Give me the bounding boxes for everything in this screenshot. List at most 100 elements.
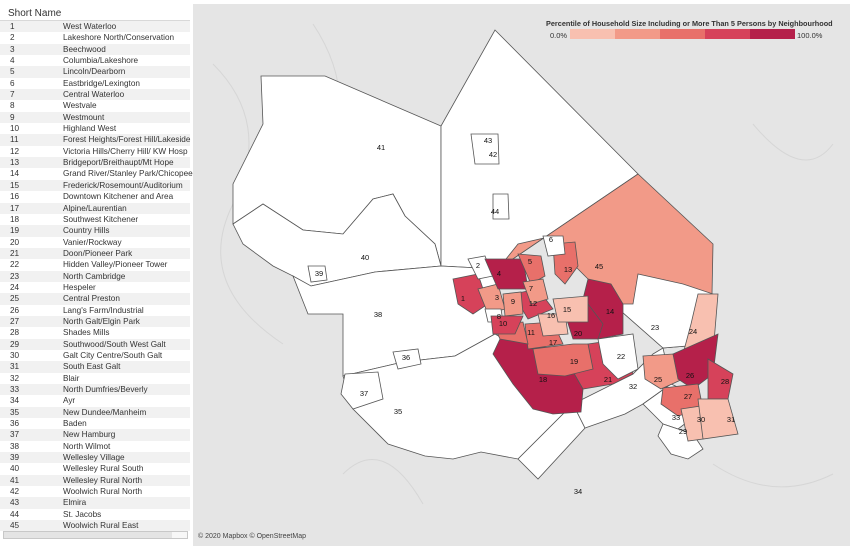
row-short-name: Highland West <box>63 124 117 134</box>
row-short-name: Vanier/Rockway <box>63 237 122 247</box>
table-row[interactable]: 35 New Dundee/Manheim <box>0 406 190 419</box>
neighbourhood-44-region[interactable] <box>492 193 510 220</box>
table-row[interactable]: 44 St. Jacobs <box>0 509 190 520</box>
neighbourhood-10-region[interactable] <box>490 315 524 335</box>
table-row[interactable]: 10 Highland West <box>0 123 190 134</box>
row-short-name: Central Preston <box>63 294 120 304</box>
table-row[interactable]: 40 Wellesley Rural South <box>0 463 190 474</box>
table-row[interactable]: 23 North Cambridge <box>0 270 190 282</box>
row-short-name: Downtown Kitchener and Area <box>63 192 174 202</box>
table-row[interactable]: 37 New Hamburg <box>0 429 190 441</box>
neighbourhood-15-region[interactable] <box>552 295 589 323</box>
row-short-name: North Galt/Elgin Park <box>63 316 140 326</box>
map-attribution[interactable]: © 2020 Mapbox © OpenStreetMap <box>198 533 306 540</box>
table-row[interactable]: 16 Downtown Kitchener and Area <box>0 191 190 202</box>
neighbourhood-6-region[interactable] <box>542 235 566 257</box>
table-row[interactable]: 14 Grand River/Stanley Park/Chicopee <box>0 168 193 179</box>
table-row[interactable]: 25 Central Preston <box>0 293 190 305</box>
table-row[interactable]: 42 Woolwich Rural North <box>0 486 190 497</box>
neighbourhood-7-region[interactable] <box>522 278 549 305</box>
row-number: 5 <box>10 67 15 77</box>
neighbourhood-22-region[interactable] <box>597 333 639 380</box>
table-row[interactable]: 2 Lakeshore North/Conservation <box>0 32 190 43</box>
neighbourhood-25-region[interactable] <box>642 353 684 390</box>
table-row[interactable]: 9 Westmount <box>0 111 190 124</box>
table-row[interactable]: 4 Columbia/Lakeshore <box>0 55 190 66</box>
neighbourhood-42-region[interactable] <box>470 133 500 165</box>
row-short-name: Columbia/Lakeshore <box>63 56 139 66</box>
table-row[interactable]: 12 Victoria Hills/Cherry Hill/ KW Hosp <box>0 146 190 157</box>
row-short-name: Alpine/Laurentian <box>63 203 127 213</box>
row-short-name: Forest Heights/Forest Hill/Lakeside <box>63 135 191 145</box>
table-row[interactable]: 3 Beechwood <box>0 43 190 56</box>
table-row[interactable]: 29 Southwood/South West Galt <box>0 338 190 350</box>
table-row[interactable]: 38 North Wilmot <box>0 441 190 452</box>
table-row[interactable]: 6 Eastbridge/Lexington <box>0 78 190 89</box>
table-header[interactable]: Short Name <box>8 8 62 19</box>
table-row[interactable]: 1 West Waterloo <box>0 21 190 33</box>
table-row[interactable]: 33 North Dumfries/Beverly <box>0 384 190 396</box>
neighbourhood-label: 18 <box>539 375 547 384</box>
table-row[interactable]: 34 Ayr <box>0 395 190 406</box>
neighbourhood-37-region[interactable] <box>340 371 384 410</box>
legend-max-label: 100.0% <box>797 31 823 40</box>
neighbourhood-39-region[interactable] <box>307 265 328 283</box>
neighbourhood-label: 21 <box>604 375 612 384</box>
neighbourhood-1-region[interactable] <box>452 273 489 315</box>
table-row[interactable]: 8 Westvale <box>0 100 190 111</box>
row-number: 17 <box>10 203 20 213</box>
table-row[interactable]: 22 Hidden Valley/Pioneer Tower <box>0 259 190 270</box>
table-row[interactable]: 32 Blair <box>0 373 190 384</box>
table-row[interactable]: 31 South East Galt <box>0 361 190 373</box>
horizontal-scrollbar[interactable] <box>3 531 188 539</box>
table-row[interactable]: 13 Bridgeport/Breithaupt/Mt Hope <box>0 157 190 169</box>
neighbourhood-19-region[interactable] <box>532 343 594 377</box>
neighbourhood-23-region[interactable] <box>611 273 714 349</box>
row-number: 25 <box>10 294 20 304</box>
row-short-name: New Dundee/Manheim <box>63 407 147 417</box>
neighbourhood-9-region[interactable] <box>502 291 524 317</box>
row-short-name: Doon/Pioneer Park <box>63 248 133 258</box>
row-short-name: Elmira <box>63 498 87 508</box>
row-number: 27 <box>10 316 20 326</box>
row-number: 2 <box>10 33 15 43</box>
table-row[interactable]: 5 Lincoln/Dearborn <box>0 66 190 78</box>
neighbourhood-label: 35 <box>394 407 402 416</box>
neighbourhood-label: 34 <box>574 487 582 496</box>
table-row[interactable]: 20 Vanier/Rockway <box>0 237 190 248</box>
table-row[interactable]: 21 Doon/Pioneer Park <box>0 247 190 260</box>
table-row[interactable]: 19 Country Hills <box>0 225 190 237</box>
neighbourhood-5-region[interactable] <box>517 253 546 285</box>
row-short-name: Frederick/Rosemount/Auditorium <box>63 180 183 190</box>
table-row[interactable]: 18 Southwest Kitchener <box>0 214 190 225</box>
table-row[interactable]: 27 North Galt/Elgin Park <box>0 315 190 328</box>
neighbourhood-label: 45 <box>595 262 603 271</box>
table-row[interactable]: 28 Shades Mills <box>0 327 190 338</box>
table-row[interactable]: 41 Wellesley Rural North <box>0 474 190 487</box>
table-row[interactable]: 39 Wellesley Village <box>0 452 190 464</box>
table-row[interactable]: 30 Galt City Centre/South Galt <box>0 350 190 361</box>
table-row[interactable]: 45 Woolwich Rural East <box>0 520 190 532</box>
table-row[interactable]: 26 Lang's Farm/Industrial <box>0 305 190 316</box>
row-short-name: Country Hills <box>63 226 110 236</box>
table-row[interactable]: 11 Forest Heights/Forest Hill/Lakeside <box>0 134 191 146</box>
table-row[interactable]: 7 Central Waterloo <box>0 89 190 101</box>
neighbourhood-26-region[interactable] <box>672 333 719 390</box>
table-row[interactable]: 36 Baden <box>0 418 190 429</box>
table-row[interactable]: 17 Alpine/Laurentian <box>0 202 190 214</box>
scrollbar-thumb[interactable] <box>4 532 172 538</box>
neighbourhood-label: 23 <box>651 323 659 332</box>
table-row[interactable]: 24 Hespeler <box>0 282 190 293</box>
row-short-name: Woolwich Rural North <box>63 487 143 497</box>
neighbourhood-29-region[interactable] <box>657 423 704 460</box>
table-row[interactable]: 15 Frederick/Rosemount/Auditorium <box>0 179 190 192</box>
neighbourhood-31-region[interactable] <box>697 398 739 440</box>
neighbourhood-36-region[interactable] <box>392 348 422 370</box>
choropleth-map[interactable]: 1 2 3 4 5 6 7 8 9 10 11 12 13 14 15 16 17 18 19 20 21 22 23 24 2… <box>193 4 850 546</box>
row-number: 33 <box>10 385 20 394</box>
row-number: 6 <box>10 78 15 88</box>
table-row[interactable]: 43 Elmira <box>0 497 190 509</box>
row-number: 40 <box>10 464 20 474</box>
row-number: 21 <box>10 248 20 258</box>
